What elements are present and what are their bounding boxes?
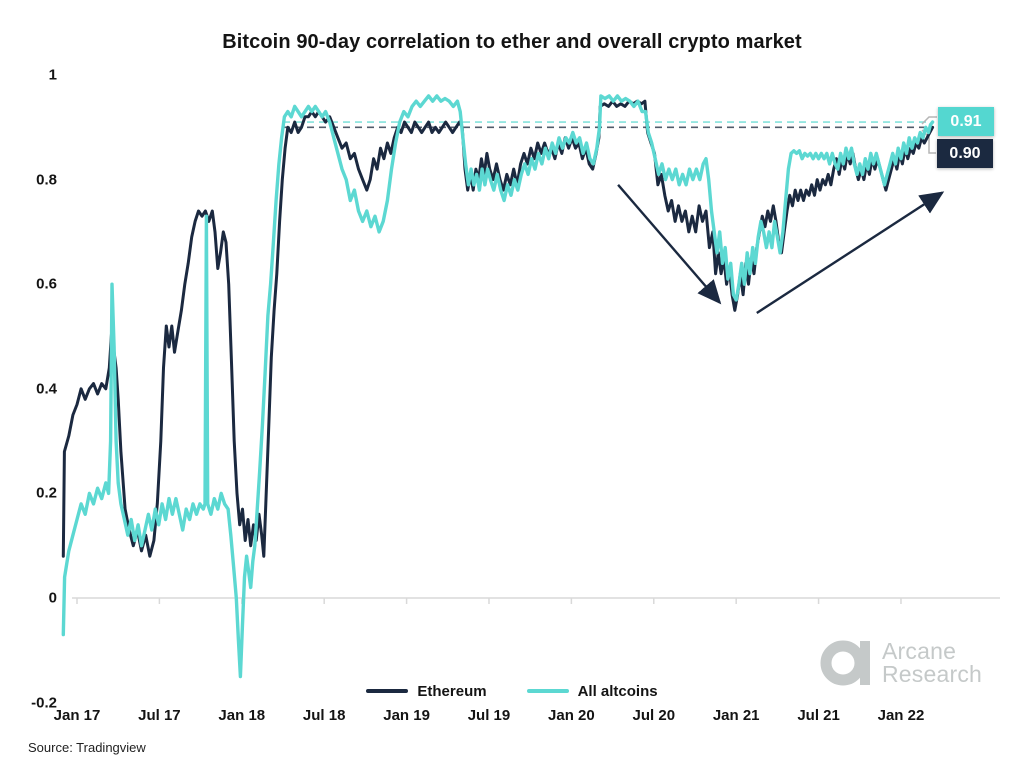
- source-note: Source: Tradingview: [28, 740, 146, 755]
- y-tick-label: -0.2: [31, 694, 57, 712]
- altcoins-line-swatch: [526, 689, 569, 693]
- badge-connector-top: [921, 116, 937, 125]
- x-tick-label: Jul 21: [797, 707, 840, 724]
- y-axis: 1 0.8 0.6 0.4 0.2 0 -0.2: [0, 0, 57, 771]
- x-tick-label: Jan 22: [877, 707, 925, 724]
- x-tick-label: Jan 17: [53, 707, 101, 724]
- y-tick-label: 1: [48, 66, 57, 84]
- x-tick-label: Jan 20: [548, 707, 595, 724]
- y-tick-label: 0.8: [36, 171, 57, 189]
- arcane-logo-icon: [820, 640, 870, 686]
- arcane-logo-line2: Research: [882, 661, 983, 687]
- series-line-ethereum: [61, 99, 935, 558]
- legend-item-all-altcoins: All altcoins: [526, 682, 658, 700]
- y-tick-label: 0.4: [36, 380, 57, 398]
- end-value-badge-ethereum: 0.90: [937, 139, 993, 168]
- legend-label-ethereum: Ethereum: [417, 682, 487, 700]
- arcane-research-watermark: Arcane Research: [820, 638, 982, 688]
- arcane-logo-line1: Arcane: [882, 637, 957, 664]
- x-tick-label: Jul 18: [302, 707, 346, 724]
- x-tick-label: Jan 21: [712, 707, 760, 724]
- series-line-all-altcoins: [61, 94, 935, 679]
- end-value-badge-altcoins: 0.91: [938, 107, 994, 136]
- y-tick-label: 0: [48, 589, 57, 607]
- arcane-logo-text: Arcane Research: [882, 637, 983, 687]
- legend-item-ethereum: Ethereum: [366, 682, 487, 700]
- trend-arrow: [617, 184, 722, 305]
- x-tick-label: Jul 19: [467, 707, 511, 724]
- y-tick-label: 0.6: [36, 275, 57, 293]
- legend-label-all-altcoins: All altcoins: [577, 682, 658, 700]
- x-tick-label: Jan 18: [218, 707, 266, 724]
- ethereum-line-swatch: [366, 689, 409, 693]
- x-tick-label: Jan 19: [383, 707, 430, 724]
- trend-arrow: [756, 191, 945, 314]
- y-tick-label: 0.2: [36, 484, 57, 502]
- x-tick-label: Jul 20: [632, 707, 676, 724]
- chart-title: Bitcoin 90-day correlation to ether and …: [222, 31, 802, 53]
- x-tick-label: Jul 17: [138, 707, 181, 724]
- chart-legend: Ethereum All altcoins: [0, 680, 1024, 702]
